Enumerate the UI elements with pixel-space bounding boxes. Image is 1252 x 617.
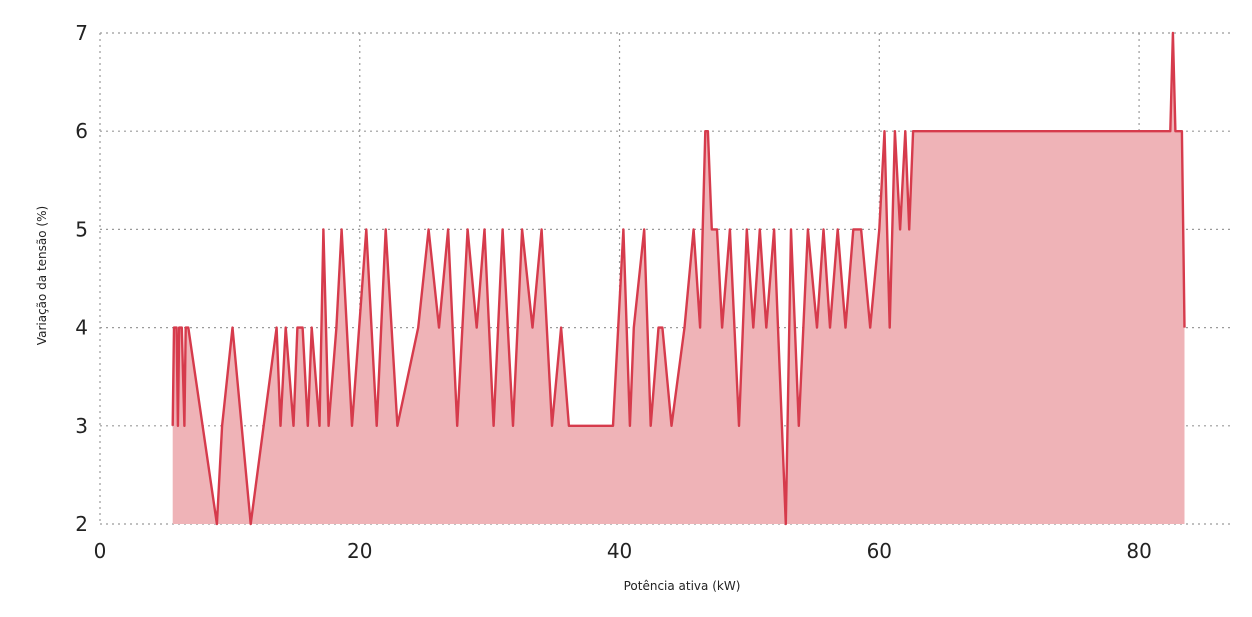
x-axis-ticks: 0 20 40 60 80 [94,539,1152,563]
y-tick-label: 7 [75,21,88,45]
y-axis-ticks: 2 3 4 5 6 7 [75,21,88,536]
x-tick-label: 40 [607,539,632,563]
x-tick-label: 60 [867,539,892,563]
y-axis-title: Variação da tensão (%) [35,206,49,345]
series-area-fill [172,33,1185,524]
y-tick-label: 4 [75,316,88,340]
x-tick-label: 80 [1126,539,1151,563]
y-tick-label: 3 [75,414,88,438]
series-line [171,31,1186,526]
x-axis-title: Potência ativa (kW) [624,579,741,593]
y-tick-label: 2 [75,512,88,536]
y-tick-label: 6 [75,119,88,143]
y-tick-label: 5 [75,217,88,241]
x-tick-label: 20 [347,539,372,563]
x-tick-label: 0 [94,539,107,563]
